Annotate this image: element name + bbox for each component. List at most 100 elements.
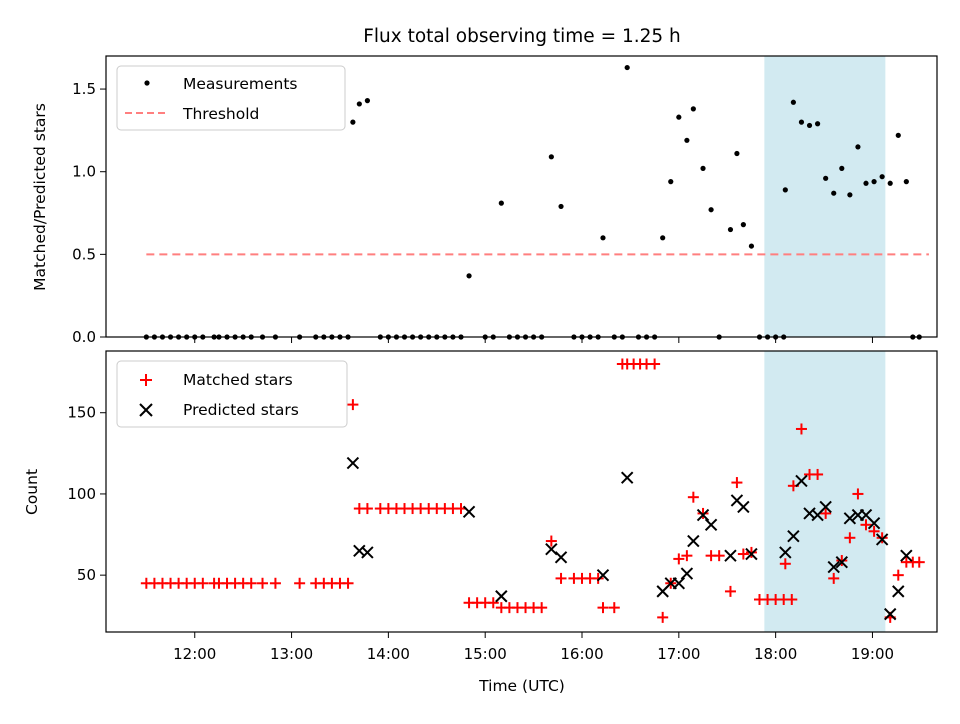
x-tick-label: 18:00 [754, 645, 797, 663]
matched-stars-point [724, 585, 736, 597]
measurement-point [684, 137, 690, 143]
measurement-point [798, 119, 805, 125]
plot-frame [105, 55, 938, 338]
matched-stars-point [713, 550, 725, 562]
matched-stars-point [731, 477, 743, 489]
legend-marker-measurements [144, 80, 150, 86]
matched-stars-point [852, 488, 864, 500]
predicted-stars-point [875, 533, 889, 546]
predicted-stars-point [737, 500, 750, 514]
matched-stars-point [681, 550, 693, 562]
matched-stars-point [487, 597, 499, 609]
matched-stars-point [860, 519, 872, 531]
matched-stars-point [892, 569, 904, 581]
y-tick-label: 50 [77, 566, 96, 584]
matched-stars-point [536, 602, 548, 614]
measurement-point [466, 273, 472, 279]
y-tick-label: 100 [67, 485, 96, 503]
matched-stars-point [294, 577, 306, 589]
predicted-stars-point [795, 474, 808, 488]
measurement-point [548, 154, 554, 160]
matched-stars-point [257, 577, 269, 589]
measurement-point [600, 235, 606, 241]
predicted-stars-point [687, 534, 700, 548]
matched-stars-point [812, 468, 824, 480]
measurement-point [498, 200, 504, 206]
legend-label-threshold: Threshold [182, 105, 259, 123]
matched-stars-point [597, 602, 609, 614]
matched-stars-point [361, 503, 373, 515]
measurement-point [847, 192, 853, 198]
measurement-point [668, 179, 674, 185]
legend: Matched stars Predicted stars [116, 360, 348, 428]
predicted-stars-point [827, 560, 840, 574]
matched-stars-point [844, 532, 856, 544]
matched-stars-point [737, 548, 749, 560]
measurement-point [879, 174, 885, 180]
measurement-point [708, 207, 714, 213]
measurement-point [740, 222, 746, 228]
matched-stars-point [269, 577, 281, 589]
matched-stars-point [836, 555, 848, 567]
measurement-point [700, 165, 706, 171]
predicted-stars-point [554, 551, 568, 564]
matched-stars-point [545, 535, 557, 547]
y-tick-label: 1.5 [72, 80, 96, 98]
measurement-point [676, 114, 682, 120]
matched-stars-point [820, 507, 832, 519]
measurement-point [806, 122, 813, 129]
y-axis-label: Matched/Predicted stars [31, 103, 49, 291]
x-tick-label: 15:00 [464, 645, 507, 663]
measurement-point [356, 101, 362, 107]
predicted-stars-point [745, 547, 758, 561]
matched-stars-point [745, 546, 757, 558]
measurement-point [350, 119, 356, 125]
highlight-band [764, 351, 886, 632]
y-tick-label: 150 [67, 404, 96, 422]
panel-top: 0.0 0.5 1.0 1.5 Matched/Predicted stars Mea… [31, 55, 938, 346]
predicted-stars-point [462, 505, 476, 519]
y-tick-label: 1.0 [72, 163, 96, 181]
legend: Measurements Threshold [116, 65, 346, 131]
y-tick-label: 0.0 [72, 328, 96, 346]
predicted-stars-point [819, 500, 832, 514]
measurement-point [727, 226, 734, 233]
x-axis-label: Time (UTC) [478, 677, 565, 695]
predicted-stars-point [843, 512, 857, 525]
measurement-point [364, 98, 371, 104]
measurement-point [831, 190, 837, 196]
legend-label-measurements: Measurements [183, 75, 298, 93]
legend-label-predicted: Predicted stars [183, 401, 299, 419]
predicted-stars-point [867, 516, 881, 530]
predicted-stars-point [361, 546, 374, 559]
highlight-band [764, 56, 886, 337]
matched-stars-point [687, 491, 699, 503]
matched-stars-point [697, 507, 709, 519]
matched-stars-point [795, 423, 807, 435]
matched-stars-point [342, 577, 354, 589]
plot-frame [105, 350, 938, 633]
panel-bottom: 50 100 150 12:00 13:00 14:00 15:00 16:00 17:00 18… [23, 350, 938, 695]
matched-stars-point [245, 577, 257, 589]
predicted-stars-point [900, 549, 913, 562]
x-tick-label: 16:00 [560, 645, 603, 663]
predicted-stars-point [704, 518, 718, 532]
matched-stars-point [786, 594, 798, 606]
predicted-stars-point [596, 568, 610, 582]
predicted-stars-point [672, 577, 686, 590]
x-tick-label: 19:00 [851, 645, 894, 663]
matched-stars-point [779, 558, 791, 570]
predicted-stars-point [835, 555, 849, 569]
predicted-stars-point [787, 529, 800, 543]
measurement-point [790, 99, 796, 105]
measurement-point [624, 64, 630, 71]
predicted-stars-point [724, 549, 737, 562]
predicted-stars-point [545, 542, 558, 556]
measurement-point [748, 243, 755, 249]
measurement-point [782, 187, 788, 193]
measurement-point [558, 203, 564, 210]
measurement-point [814, 121, 821, 127]
measurement-point [660, 235, 666, 241]
predicted-stars-point [892, 585, 905, 598]
